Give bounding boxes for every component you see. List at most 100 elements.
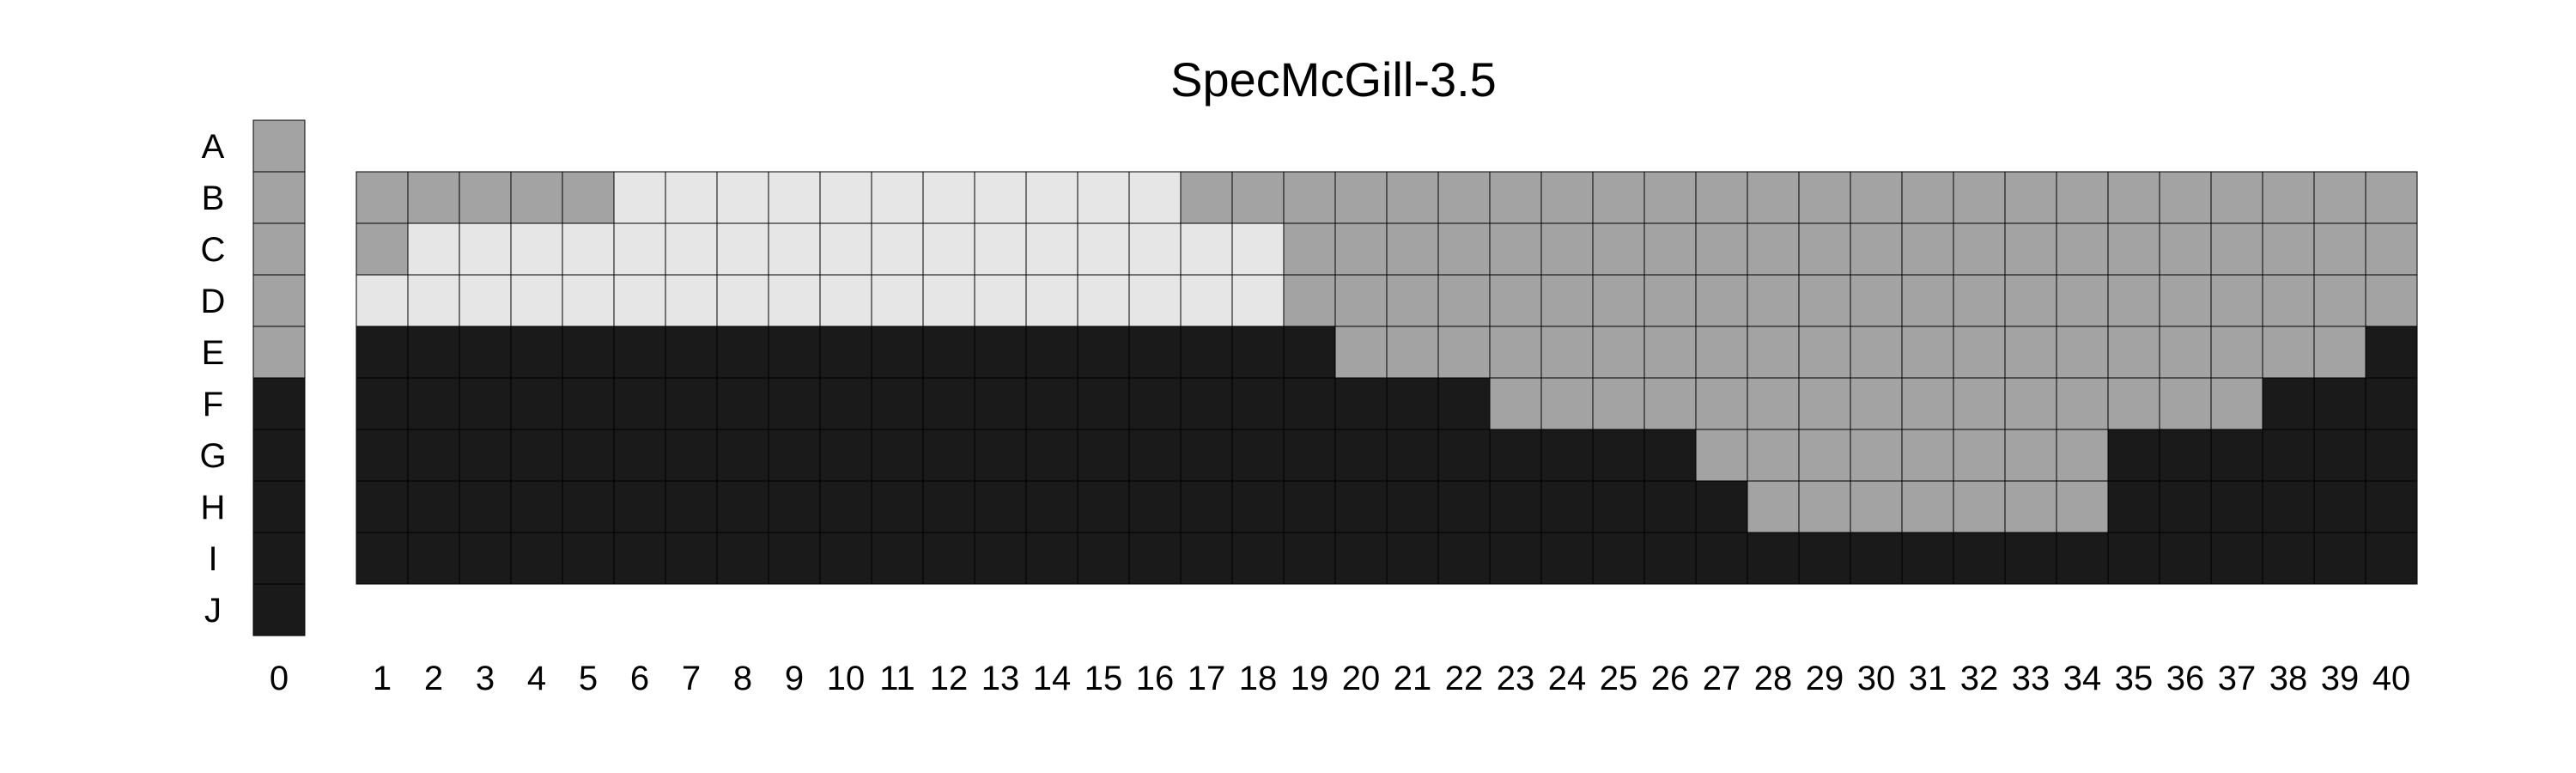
cell-i-35 — [2107, 532, 2160, 585]
cell-h-5 — [562, 480, 615, 533]
cell-g-40 — [2365, 429, 2418, 482]
cell-b-1 — [355, 171, 409, 224]
cell-c-18 — [1231, 222, 1285, 276]
column-label-17: 17 — [1188, 660, 1226, 697]
cell-c-13 — [974, 222, 1027, 276]
column-label-19: 19 — [1291, 660, 1329, 697]
cell-c-39 — [2313, 222, 2366, 276]
cell-e-29 — [1798, 326, 1851, 379]
cell-d-29 — [1798, 274, 1851, 327]
cell-h-16 — [1128, 480, 1182, 533]
cell-i-19 — [1283, 532, 1336, 585]
cell-e-36 — [2159, 326, 2212, 379]
cell-b-17 — [1180, 171, 1233, 224]
cell-c-19 — [1283, 222, 1336, 276]
cell-h-30 — [1850, 480, 1903, 533]
cell-b-37 — [2210, 171, 2263, 224]
row-label-a: A — [202, 128, 225, 166]
grid-cells — [355, 171, 2418, 585]
cell-h-13 — [974, 480, 1027, 533]
cell-f-3 — [459, 377, 512, 430]
cell-f-16 — [1128, 377, 1182, 430]
chart-title: SpecMcGill-3.5 — [1170, 52, 1497, 107]
column-label-14: 14 — [1033, 660, 1072, 697]
cell-g-37 — [2210, 429, 2263, 482]
column-label-15: 15 — [1084, 660, 1123, 697]
cell-f-25 — [1592, 377, 1645, 430]
cell-b-18 — [1231, 171, 1285, 224]
cell-b-33 — [2004, 171, 2057, 224]
column-label-30: 30 — [1857, 660, 1896, 697]
cell-b-20 — [1334, 171, 1388, 224]
cell-c-12 — [922, 222, 975, 276]
cell-d-9 — [768, 274, 821, 327]
column-label-37: 37 — [2218, 660, 2257, 697]
cell-c-11 — [871, 222, 924, 276]
cell-e-15 — [1077, 326, 1130, 379]
column-label-40: 40 — [2372, 660, 2411, 697]
cell-f-31 — [1901, 377, 1954, 430]
cell-b-38 — [2262, 171, 2315, 224]
cell-h-37 — [2210, 480, 2263, 533]
cell-e-0 — [252, 326, 306, 379]
cell-b-12 — [922, 171, 975, 224]
cell-g-18 — [1231, 429, 1285, 482]
cell-h-21 — [1386, 480, 1439, 533]
cell-c-26 — [1643, 222, 1697, 276]
cell-c-30 — [1850, 222, 1903, 276]
row-label-d: D — [201, 283, 226, 320]
cell-e-9 — [768, 326, 821, 379]
cell-i-30 — [1850, 532, 1903, 585]
cell-c-29 — [1798, 222, 1851, 276]
cell-f-0 — [252, 377, 306, 430]
cell-c-15 — [1077, 222, 1130, 276]
cell-d-28 — [1747, 274, 1800, 327]
cell-b-15 — [1077, 171, 1130, 224]
cell-e-39 — [2313, 326, 2366, 379]
cell-f-8 — [716, 377, 769, 430]
column-label-33: 33 — [2012, 660, 2050, 697]
cell-e-12 — [922, 326, 975, 379]
cell-b-9 — [768, 171, 821, 224]
cell-d-23 — [1489, 274, 1542, 327]
row-label-j: J — [204, 592, 222, 630]
cell-d-31 — [1901, 274, 1954, 327]
cell-g-3 — [459, 429, 512, 482]
row-label-b: B — [202, 180, 225, 217]
cell-f-26 — [1643, 377, 1697, 430]
cell-d-6 — [613, 274, 666, 327]
cell-e-1 — [355, 326, 409, 379]
cell-e-8 — [716, 326, 769, 379]
cell-h-31 — [1901, 480, 1954, 533]
cell-b-24 — [1540, 171, 1594, 224]
cell-g-38 — [2262, 429, 2315, 482]
cell-b-11 — [871, 171, 924, 224]
cell-h-32 — [1953, 480, 2006, 533]
cell-d-35 — [2107, 274, 2160, 327]
column-label-18: 18 — [1239, 660, 1278, 697]
cell-h-14 — [1025, 480, 1078, 533]
cell-c-20 — [1334, 222, 1388, 276]
cell-e-13 — [974, 326, 1027, 379]
column-label-4: 4 — [527, 660, 546, 697]
cell-i-32 — [1953, 532, 2006, 585]
cell-i-27 — [1695, 532, 1748, 585]
cell-g-17 — [1180, 429, 1233, 482]
cell-d-34 — [2056, 274, 2109, 327]
cell-e-35 — [2107, 326, 2160, 379]
cell-c-27 — [1695, 222, 1748, 276]
cell-b-14 — [1025, 171, 1078, 224]
cell-e-2 — [407, 326, 460, 379]
cell-e-34 — [2056, 326, 2109, 379]
cell-e-28 — [1747, 326, 1800, 379]
cell-d-38 — [2262, 274, 2315, 327]
cell-f-29 — [1798, 377, 1851, 430]
column-label-3: 3 — [476, 660, 495, 697]
cell-f-33 — [2004, 377, 2057, 430]
cell-i-5 — [562, 532, 615, 585]
cell-c-2 — [407, 222, 460, 276]
cell-f-36 — [2159, 377, 2212, 430]
cell-h-23 — [1489, 480, 1542, 533]
